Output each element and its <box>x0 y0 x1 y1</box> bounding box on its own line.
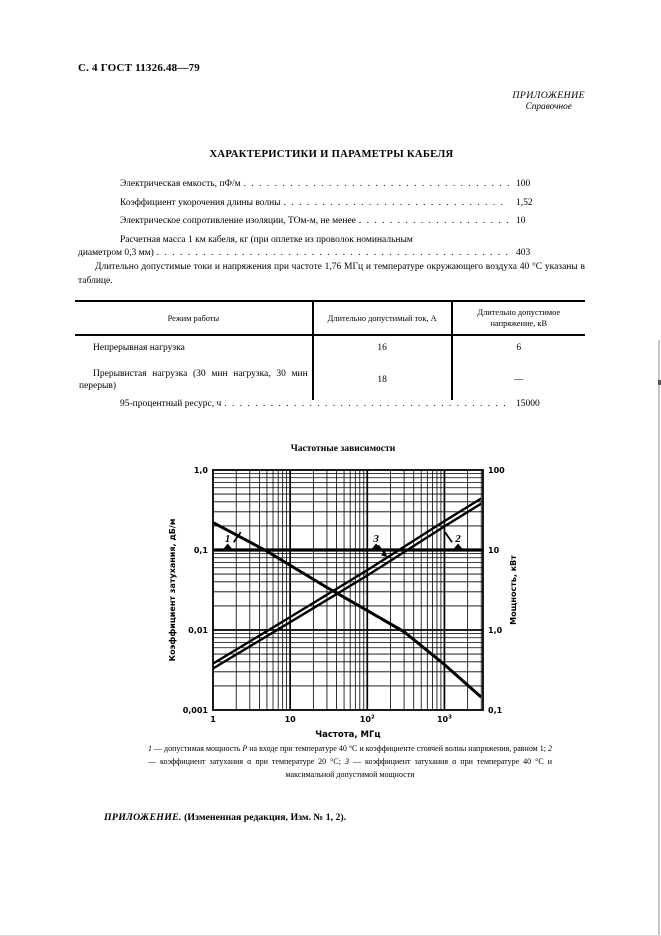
cell-current: 18 <box>311 361 452 400</box>
dot-leader <box>244 179 509 190</box>
document-title: ХАРАКТЕРИСТИКИ И ПАРАМЕТРЫ КАБЕЛЯ <box>209 149 454 160</box>
frequency-chart: 1 3 2 1,0 0,1 0,01 0,001 100 10 1,0 0,1 1 10 102 103 Ко… <box>163 452 523 744</box>
parameter-value: 1,52 <box>516 197 533 208</box>
header-current: Длительно допустимый ток, А <box>311 301 452 336</box>
cell-mode: Непрерывная нагрузка <box>93 343 185 353</box>
footer-text: (Измененная редакция, Изм. № 1, 2). <box>184 812 347 823</box>
svg-text:2: 2 <box>454 533 461 545</box>
parameter-label-line1: Расчетная масса 1 км кабеля, кг (при опл… <box>120 234 413 245</box>
annex-label: ПРИЛОЖЕНИЕ <box>512 90 585 101</box>
resource-row: 95-процентный ресурс, ч 15000 <box>78 399 558 410</box>
header-voltage: Длительно допустимое напряжение, кВ <box>450 301 585 336</box>
parameter-label: Коэффициент укорочения длины волны <box>120 197 281 208</box>
table-header-row: Режим работы Длительно допустимый ток, А… <box>75 301 585 336</box>
resource-label: 95-процентный ресурс, ч <box>120 399 222 409</box>
svg-text:0,01: 0,01 <box>188 626 208 635</box>
frequency-chart-svg: 1 3 2 1,0 0,1 0,01 0,001 100 10 1,0 0,1 1 10 102 103 Ко… <box>168 466 518 740</box>
svg-text:0,001: 0,001 <box>183 706 209 715</box>
table-row: Прерывистая нагрузка (30 мин нагрузка, 3… <box>75 361 585 400</box>
scan-artifact <box>658 340 660 936</box>
svg-text:Коэффициент затухания, дБ/м: Коэффициент затухания, дБ/м <box>168 519 177 662</box>
chart-caption: 1 — допустимая мощность Р на входе при т… <box>148 744 553 779</box>
footer-label: ПРИЛОЖЕНИЕ. <box>104 812 182 823</box>
svg-text:0,1: 0,1 <box>194 546 209 555</box>
svg-text:Мощность, кВт: Мощность, кВт <box>509 555 518 625</box>
svg-text:3: 3 <box>372 533 379 545</box>
svg-text:1: 1 <box>225 533 231 545</box>
svg-text:Частота, МГц: Частота, МГц <box>315 730 380 740</box>
svg-text:1,0: 1,0 <box>194 466 209 475</box>
dot-leader <box>157 248 509 259</box>
cell-voltage: — <box>450 361 585 400</box>
parameter-value: 10 <box>516 216 526 226</box>
chart-title: Частотные зависимости <box>290 443 396 454</box>
svg-text:10: 10 <box>285 715 297 724</box>
parameter-row: Электрическая емкость, пФ/м 100 <box>78 179 558 190</box>
parameter-value: 100 <box>516 179 531 189</box>
parameters-list: Электрическая емкость, пФ/м 100 Коэффици… <box>78 179 558 266</box>
table-row: Непрерывная нагрузка 16 6 <box>75 335 585 362</box>
annex-sublabel: Справочное <box>525 102 572 112</box>
footer-note: ПРИЛОЖЕНИЕ. (Измененная редакция, Изм. №… <box>104 812 346 823</box>
cell-voltage: 6 <box>450 335 585 362</box>
svg-text:1,0: 1,0 <box>488 626 503 635</box>
svg-text:0,1: 0,1 <box>488 706 503 715</box>
parameter-row: Расчетная масса 1 км кабеля, кг (при опл… <box>78 235 558 259</box>
load-modes-table: Режим работы Длительно допустимый ток, А… <box>75 300 585 400</box>
intro-paragraph: Длительно допустимые токи и напряжения п… <box>78 261 585 288</box>
cell-mode: Прерывистая нагрузка (30 мин нагрузка, 3… <box>79 368 308 392</box>
svg-text:103: 103 <box>437 715 452 725</box>
svg-text:102: 102 <box>360 715 375 725</box>
parameter-label: Электрическое сопротивление изоляции, ТО… <box>120 216 356 226</box>
dot-leader <box>284 198 509 209</box>
header-mode: Режим работы <box>75 301 313 336</box>
parameter-label: Электрическая емкость, пФ/м <box>120 179 241 189</box>
svg-text:100: 100 <box>488 466 505 475</box>
svg-text:1: 1 <box>210 715 216 724</box>
scan-artifact <box>658 380 661 385</box>
parameter-row: Коэффициент укорочения длины волны 1,52 <box>78 198 558 209</box>
annex-block: ПРИЛОЖЕНИЕ Справочное <box>512 90 585 112</box>
cell-current: 16 <box>311 335 452 362</box>
page-header: С. 4 ГОСТ 11326.48—79 <box>78 62 200 74</box>
parameter-label-line2: диаметром 0,3 мм) <box>78 247 154 258</box>
resource-value: 15000 <box>516 399 540 409</box>
parameter-row: Электрическое сопротивление изоляции, ТО… <box>78 216 558 227</box>
intro-text: Длительно допустимые токи и напряжения п… <box>78 262 585 286</box>
parameter-value: 403 <box>516 247 531 258</box>
svg-text:10: 10 <box>488 546 500 555</box>
dot-leader <box>224 399 509 410</box>
dot-leader <box>359 216 509 227</box>
